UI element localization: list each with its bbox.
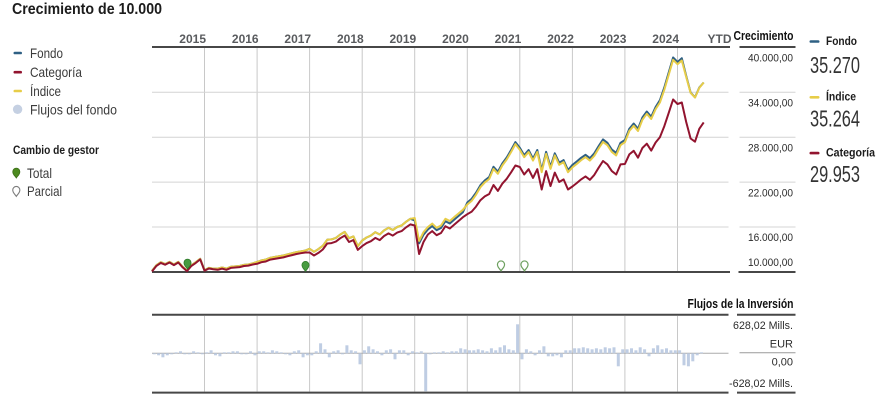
svg-text:2020: 2020 bbox=[442, 32, 469, 46]
svg-text:Fondo: Fondo bbox=[826, 36, 857, 48]
svg-text:Total: Total bbox=[27, 165, 52, 181]
svg-text:Categoría: Categoría bbox=[30, 64, 82, 80]
svg-text:Categoría: Categoría bbox=[826, 147, 876, 159]
svg-text:2021: 2021 bbox=[495, 32, 522, 46]
svg-text:Flujos del fondo: Flujos del fondo bbox=[30, 101, 117, 117]
svg-text:Parcial: Parcial bbox=[27, 183, 62, 199]
svg-text:2017: 2017 bbox=[284, 32, 311, 46]
svg-text:2024: 2024 bbox=[652, 32, 679, 46]
svg-text:0,00: 0,00 bbox=[772, 356, 793, 368]
svg-text:2015: 2015 bbox=[179, 32, 206, 46]
svg-text:35.264: 35.264 bbox=[810, 105, 860, 131]
svg-text:Fondo: Fondo bbox=[30, 45, 63, 61]
svg-text:2016: 2016 bbox=[232, 32, 259, 46]
svg-text:34.000,00: 34.000,00 bbox=[748, 98, 793, 110]
svg-text:2018: 2018 bbox=[337, 32, 364, 46]
svg-text:Crecimiento de 10.000: Crecimiento de 10.000 bbox=[12, 1, 162, 18]
svg-text:2022: 2022 bbox=[547, 32, 574, 46]
svg-text:29.953: 29.953 bbox=[810, 161, 860, 187]
svg-text:Índice: Índice bbox=[826, 91, 856, 104]
svg-text:Índice: Índice bbox=[30, 83, 61, 99]
svg-text:40.000,00: 40.000,00 bbox=[748, 53, 793, 65]
svg-text:EUR: EUR bbox=[770, 339, 793, 351]
svg-text:16.000,00: 16.000,00 bbox=[748, 232, 793, 244]
svg-text:2019: 2019 bbox=[389, 32, 416, 46]
svg-text:2023: 2023 bbox=[600, 32, 627, 46]
svg-text:Crecimiento: Crecimiento bbox=[734, 29, 794, 43]
svg-text:35.270: 35.270 bbox=[810, 52, 860, 78]
svg-text:YTD: YTD bbox=[708, 32, 732, 46]
svg-text:Flujos de la Inversión: Flujos de la Inversión bbox=[688, 297, 794, 311]
svg-text:-628,02 Mills.: -628,02 Mills. bbox=[729, 378, 793, 390]
svg-text:28.000,00: 28.000,00 bbox=[748, 143, 793, 155]
svg-text:Cambio de gestor: Cambio de gestor bbox=[13, 143, 99, 157]
svg-text:10.000,00: 10.000,00 bbox=[748, 257, 793, 269]
svg-text:22.000,00: 22.000,00 bbox=[748, 187, 793, 199]
svg-text:628,02 Mills.: 628,02 Mills. bbox=[733, 320, 793, 332]
